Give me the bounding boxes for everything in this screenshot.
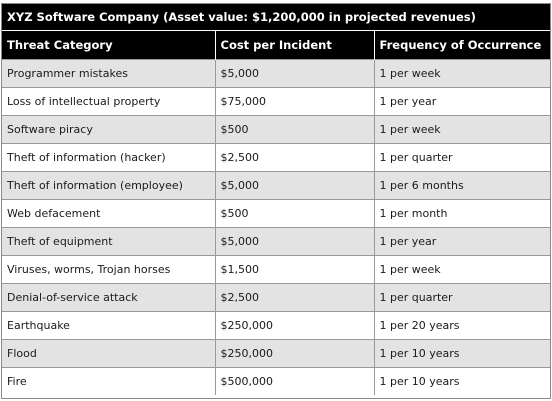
frequency-cell: 1 per 20 years: [373, 311, 550, 340]
cost-cell: $250,000: [214, 311, 374, 340]
threat-category-cell: Theft of information (employee): [2, 171, 215, 200]
table-row: Software piracy $500 1 per week: [2, 115, 550, 144]
table-row: Flood $250,000 1 per 10 years: [2, 339, 550, 368]
frequency-cell: 1 per week: [373, 255, 550, 284]
frequency-cell: 1 per 10 years: [373, 367, 550, 395]
threat-category-cell: Theft of equipment: [2, 227, 215, 256]
cost-cell: $75,000: [214, 87, 374, 116]
cost-cell: $2,500: [214, 143, 374, 172]
cost-cell: $5,000: [214, 171, 374, 200]
cost-cell: $1,500: [214, 255, 374, 284]
cost-cell: $500: [214, 115, 374, 144]
table-row: Theft of equipment $5,000 1 per year: [2, 227, 550, 256]
table-row: Viruses, worms, Trojan horses $1,500 1 p…: [2, 255, 550, 284]
table-title: XYZ Software Company (Asset value: $1,20…: [2, 4, 550, 31]
frequency-cell: 1 per week: [373, 59, 550, 88]
header-cost-per-incident: Cost per Incident: [214, 31, 374, 60]
threat-category-cell: Programmer mistakes: [2, 59, 215, 88]
cost-cell: $500,000: [214, 367, 374, 395]
frequency-cell: 1 per 10 years: [373, 339, 550, 368]
threat-category-cell: Earthquake: [2, 311, 215, 340]
table-row: Denial-of-service attack $2,500 1 per qu…: [2, 283, 550, 312]
cost-cell: $250,000: [214, 339, 374, 368]
frequency-cell: 1 per month: [373, 199, 550, 228]
threat-table: Threat Category Cost per Incident Freque…: [2, 31, 550, 395]
threat-category-cell: Denial-of-service attack: [2, 283, 215, 312]
header-row: Threat Category Cost per Incident Freque…: [2, 31, 550, 60]
threat-category-cell: Flood: [2, 339, 215, 368]
threat-category-cell: Web defacement: [2, 199, 215, 228]
threat-category-cell: Loss of intellectual property: [2, 87, 215, 116]
table-row: Fire $500,000 1 per 10 years: [2, 367, 550, 395]
threat-cost-table: XYZ Software Company (Asset value: $1,20…: [1, 3, 551, 399]
table-row: Earthquake $250,000 1 per 20 years: [2, 311, 550, 340]
frequency-cell: 1 per 6 months: [373, 171, 550, 200]
table-row: Theft of information (hacker) $2,500 1 p…: [2, 143, 550, 172]
table-row: Programmer mistakes $5,000 1 per week: [2, 59, 550, 88]
threat-category-cell: Viruses, worms, Trojan horses: [2, 255, 215, 284]
header-threat-category: Threat Category: [2, 31, 215, 60]
table-row: Loss of intellectual property $75,000 1 …: [2, 87, 550, 116]
table-row: Theft of information (employee) $5,000 1…: [2, 171, 550, 200]
frequency-cell: 1 per quarter: [373, 143, 550, 172]
frequency-cell: 1 per week: [373, 115, 550, 144]
cost-cell: $5,000: [214, 227, 374, 256]
threat-category-cell: Software piracy: [2, 115, 215, 144]
cost-cell: $5,000: [214, 59, 374, 88]
cost-cell: $2,500: [214, 283, 374, 312]
frequency-cell: 1 per year: [373, 87, 550, 116]
threat-category-cell: Fire: [2, 367, 215, 395]
header-frequency: Frequency of Occurrence: [373, 31, 550, 60]
frequency-cell: 1 per quarter: [373, 283, 550, 312]
threat-category-cell: Theft of information (hacker): [2, 143, 215, 172]
cost-cell: $500: [214, 199, 374, 228]
frequency-cell: 1 per year: [373, 227, 550, 256]
table-row: Web defacement $500 1 per month: [2, 199, 550, 228]
